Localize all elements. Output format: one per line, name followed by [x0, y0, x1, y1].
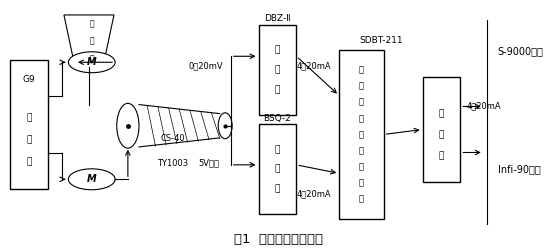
Text: 送: 送 [275, 65, 280, 74]
Text: 配: 配 [359, 66, 364, 75]
Text: 次: 次 [359, 194, 364, 203]
Text: 送: 送 [275, 165, 280, 174]
Text: 4～20mA: 4～20mA [297, 62, 331, 70]
Text: 片: 片 [359, 146, 364, 155]
Text: 给: 给 [90, 19, 94, 28]
Text: BSQ-2: BSQ-2 [264, 114, 291, 123]
Text: 图1  配料秤系统构成图: 图1 配料秤系统构成图 [234, 233, 322, 246]
Text: M: M [87, 57, 97, 67]
Circle shape [68, 52, 115, 73]
Bar [259, 124, 296, 214]
Text: DBZ-Ⅱ: DBZ-Ⅱ [264, 14, 291, 23]
Text: 变: 变 [26, 114, 32, 123]
Text: 变: 变 [275, 145, 280, 154]
Text: CS-40: CS-40 [160, 134, 185, 143]
Bar [259, 25, 296, 115]
Text: 器: 器 [275, 185, 280, 193]
Text: G9: G9 [23, 75, 35, 84]
Text: 5V脉冲: 5V脉冲 [198, 159, 219, 168]
Text: 单: 单 [359, 130, 364, 139]
Text: 二: 二 [359, 178, 364, 187]
Text: 配: 配 [439, 109, 444, 118]
Text: 0～20mV: 0～20mV [188, 62, 223, 70]
Text: 机: 机 [359, 162, 364, 171]
Text: 器: 器 [275, 85, 280, 94]
Text: SDBT-211: SDBT-211 [359, 36, 403, 45]
Ellipse shape [219, 113, 232, 139]
Ellipse shape [117, 103, 139, 148]
Circle shape [68, 169, 115, 190]
Text: 器: 器 [439, 151, 444, 160]
Text: Infi-90系统: Infi-90系统 [498, 164, 540, 174]
Text: M: M [87, 174, 97, 184]
Text: 重: 重 [359, 114, 364, 123]
Text: 机: 机 [90, 54, 94, 63]
Bar [339, 50, 384, 219]
Polygon shape [64, 15, 114, 67]
Text: 料: 料 [90, 37, 94, 46]
Bar [10, 60, 48, 189]
Text: 器: 器 [26, 158, 32, 167]
Text: TY1003: TY1003 [157, 159, 188, 168]
Text: S-9000系统: S-9000系统 [498, 46, 544, 56]
Text: 4～20mA: 4～20mA [467, 101, 502, 110]
Bar [423, 77, 460, 182]
Text: 称: 称 [359, 98, 364, 107]
Text: 料: 料 [359, 82, 364, 91]
Text: 电: 电 [439, 130, 444, 139]
Text: 变: 变 [275, 46, 280, 55]
Text: 频: 频 [26, 135, 32, 144]
Text: 4～20mA: 4～20mA [297, 190, 331, 199]
